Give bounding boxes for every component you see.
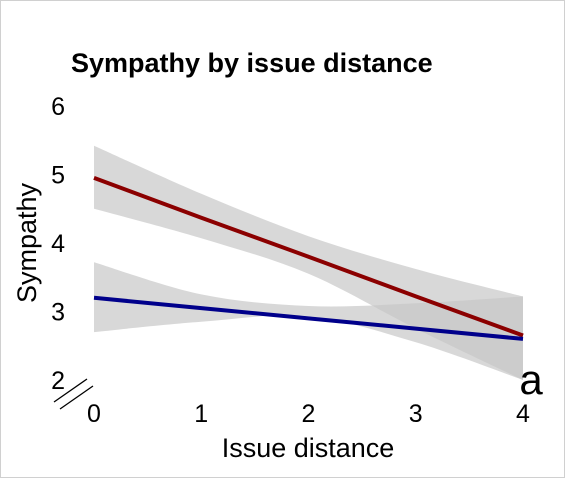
x-tick-label: 3 bbox=[409, 400, 423, 428]
y-axis-label: Sympathy bbox=[12, 182, 42, 303]
axis-break-line bbox=[53, 378, 88, 403]
panel-tag: a bbox=[519, 356, 543, 403]
y-tick-label: 3 bbox=[51, 299, 65, 327]
x-tick-label: 2 bbox=[302, 400, 316, 428]
series-line-1 bbox=[93, 176, 524, 338]
y-tick-label: 5 bbox=[51, 162, 65, 190]
confidence-bands bbox=[94, 145, 523, 380]
x-tick-label: 1 bbox=[194, 400, 208, 428]
y-tick-label: 2 bbox=[51, 367, 65, 395]
x-tick-label: 0 bbox=[87, 400, 101, 428]
chart-title: Sympathy by issue distance bbox=[71, 48, 433, 78]
series-line-2 bbox=[93, 295, 524, 341]
axis-break-line bbox=[59, 385, 94, 410]
x-tick-label: 4 bbox=[516, 400, 530, 428]
y-tick-labels: 2 3 4 5 6 bbox=[51, 93, 65, 395]
x-axis-label: Issue distance bbox=[222, 433, 395, 463]
y-tick-label: 6 bbox=[51, 93, 65, 121]
x-tick-labels: 0 1 2 3 4 bbox=[87, 400, 530, 428]
y-tick-label: 4 bbox=[51, 230, 65, 258]
confidence-band-2 bbox=[94, 262, 523, 380]
axis-break-mark bbox=[53, 378, 94, 410]
series-lines bbox=[93, 176, 524, 341]
